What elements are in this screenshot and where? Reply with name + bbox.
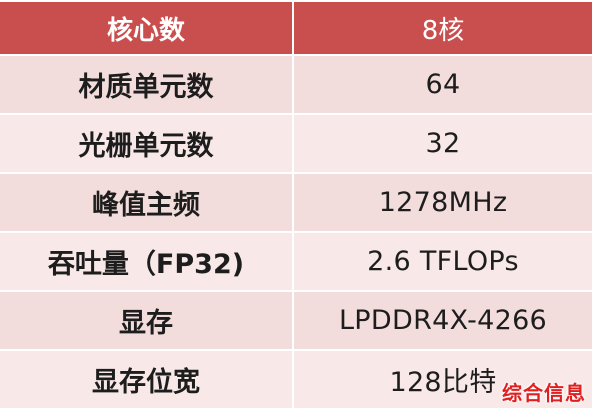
row-label-memory-bus-width: 显存位宽	[0, 351, 294, 410]
row-value-raster-units: 32	[294, 115, 594, 174]
row-label-throughput: 吞吐量（FP32)	[0, 233, 294, 292]
watermark-text: 综合信息	[502, 381, 586, 405]
row-value-memory-bus-width: 128比特	[294, 351, 594, 410]
row-label-peak-frequency: 峰值主频	[0, 174, 294, 233]
row-value-peak-frequency: 1278MHz	[294, 174, 594, 233]
header-value-cell: 8核	[294, 2, 594, 56]
row-value-texture-units: 64	[294, 56, 594, 115]
row-value-throughput: 2.6 TFLOPs	[294, 233, 594, 292]
row-label-memory: 显存	[0, 292, 294, 351]
row-label-texture-units: 材质单元数	[0, 56, 294, 115]
header-label-cell: 核心数	[0, 2, 294, 56]
row-label-raster-units: 光栅单元数	[0, 115, 294, 174]
row-value-memory: LPDDR4X-4266	[294, 292, 594, 351]
